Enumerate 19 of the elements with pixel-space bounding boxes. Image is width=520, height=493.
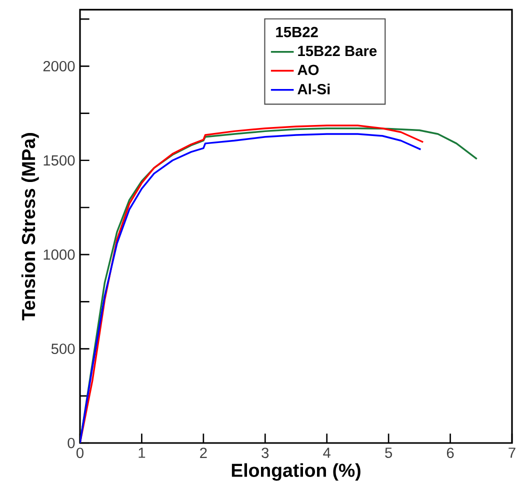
legend-label: Al-Si — [298, 84, 330, 94]
x-tick-label: 6 — [446, 448, 454, 458]
y-tick-label: 500 — [51, 344, 75, 354]
y-tick-label: 2000 — [43, 61, 75, 72]
legend-label: 15B22 Bare — [298, 46, 377, 56]
y-axis-title: Tension Stress (MPa) — [21, 133, 39, 320]
x-tick-label: 4 — [323, 448, 330, 458]
x-tick-label: 5 — [385, 448, 392, 458]
x-tick-label: 7 — [508, 448, 516, 458]
y-tick-label: 1500 — [44, 155, 75, 166]
legend-title: 15B22 — [276, 26, 318, 38]
y-tick-label: 0 — [68, 438, 75, 448]
x-tick-label: 0 — [76, 448, 84, 458]
legend-label: AO — [298, 64, 319, 76]
x-axis-title: Elongation (%) — [232, 463, 360, 481]
x-tick-label: 2 — [200, 448, 207, 458]
x-tick-label: 3 — [262, 448, 269, 458]
y-tick-label: 1000 — [44, 249, 75, 260]
x-tick-label: 1 — [138, 448, 146, 458]
